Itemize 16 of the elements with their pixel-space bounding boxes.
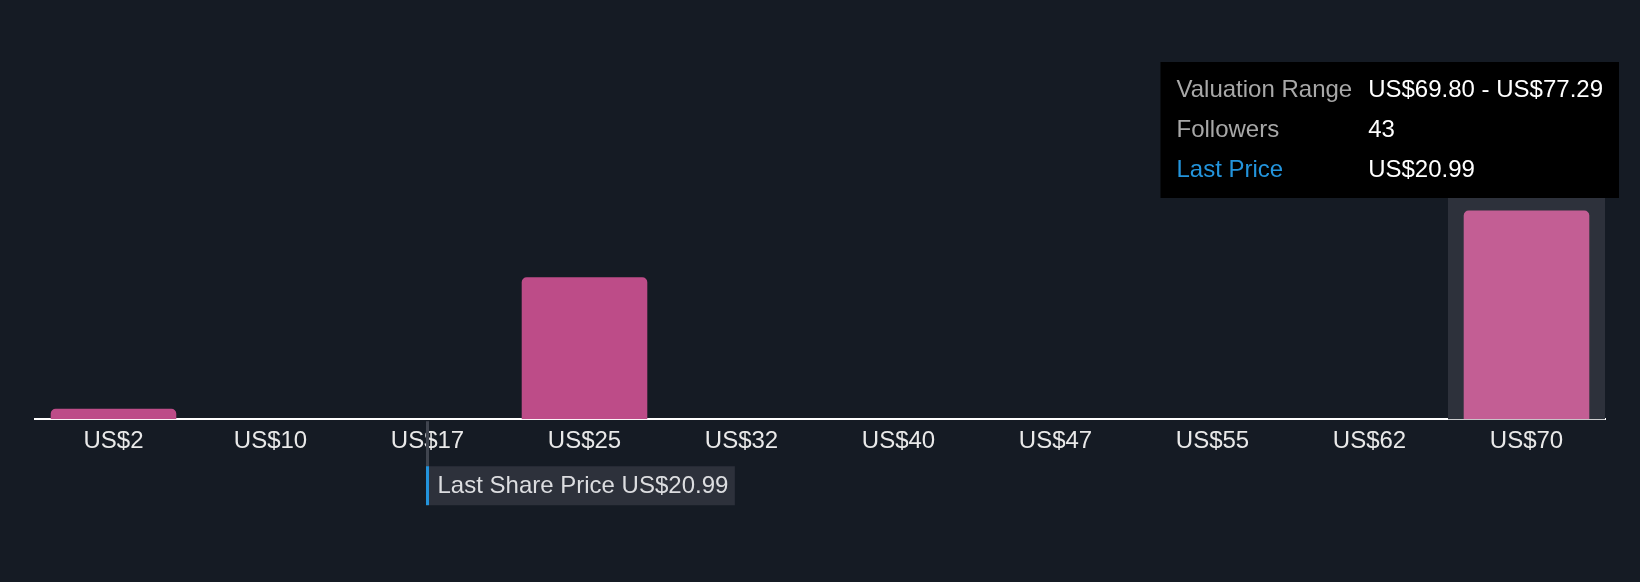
x-tick-label: US$25	[547, 426, 622, 454]
x-tick-label: US$2	[83, 426, 144, 454]
x-tick-label: US$62	[1332, 426, 1407, 454]
text: 43	[1368, 114, 1395, 142]
text: US$69.80 - US$77.29	[1368, 74, 1604, 102]
x-tick-label: US$10	[233, 426, 308, 454]
x-tick-label: US$47	[1018, 426, 1093, 454]
x-tick-label: US$32	[704, 426, 779, 454]
text: US$20.99	[1368, 154, 1475, 182]
x-tick-label: US$40	[861, 426, 936, 454]
text: Last Price	[1176, 154, 1284, 182]
text: Followers	[1176, 114, 1280, 142]
x-tick-label: US$70	[1489, 426, 1564, 454]
x-tick-label: US$55	[1175, 426, 1250, 454]
ref-line-label: Last Share Price US$20.99	[437, 471, 729, 499]
text: Valuation Range	[1176, 74, 1353, 102]
